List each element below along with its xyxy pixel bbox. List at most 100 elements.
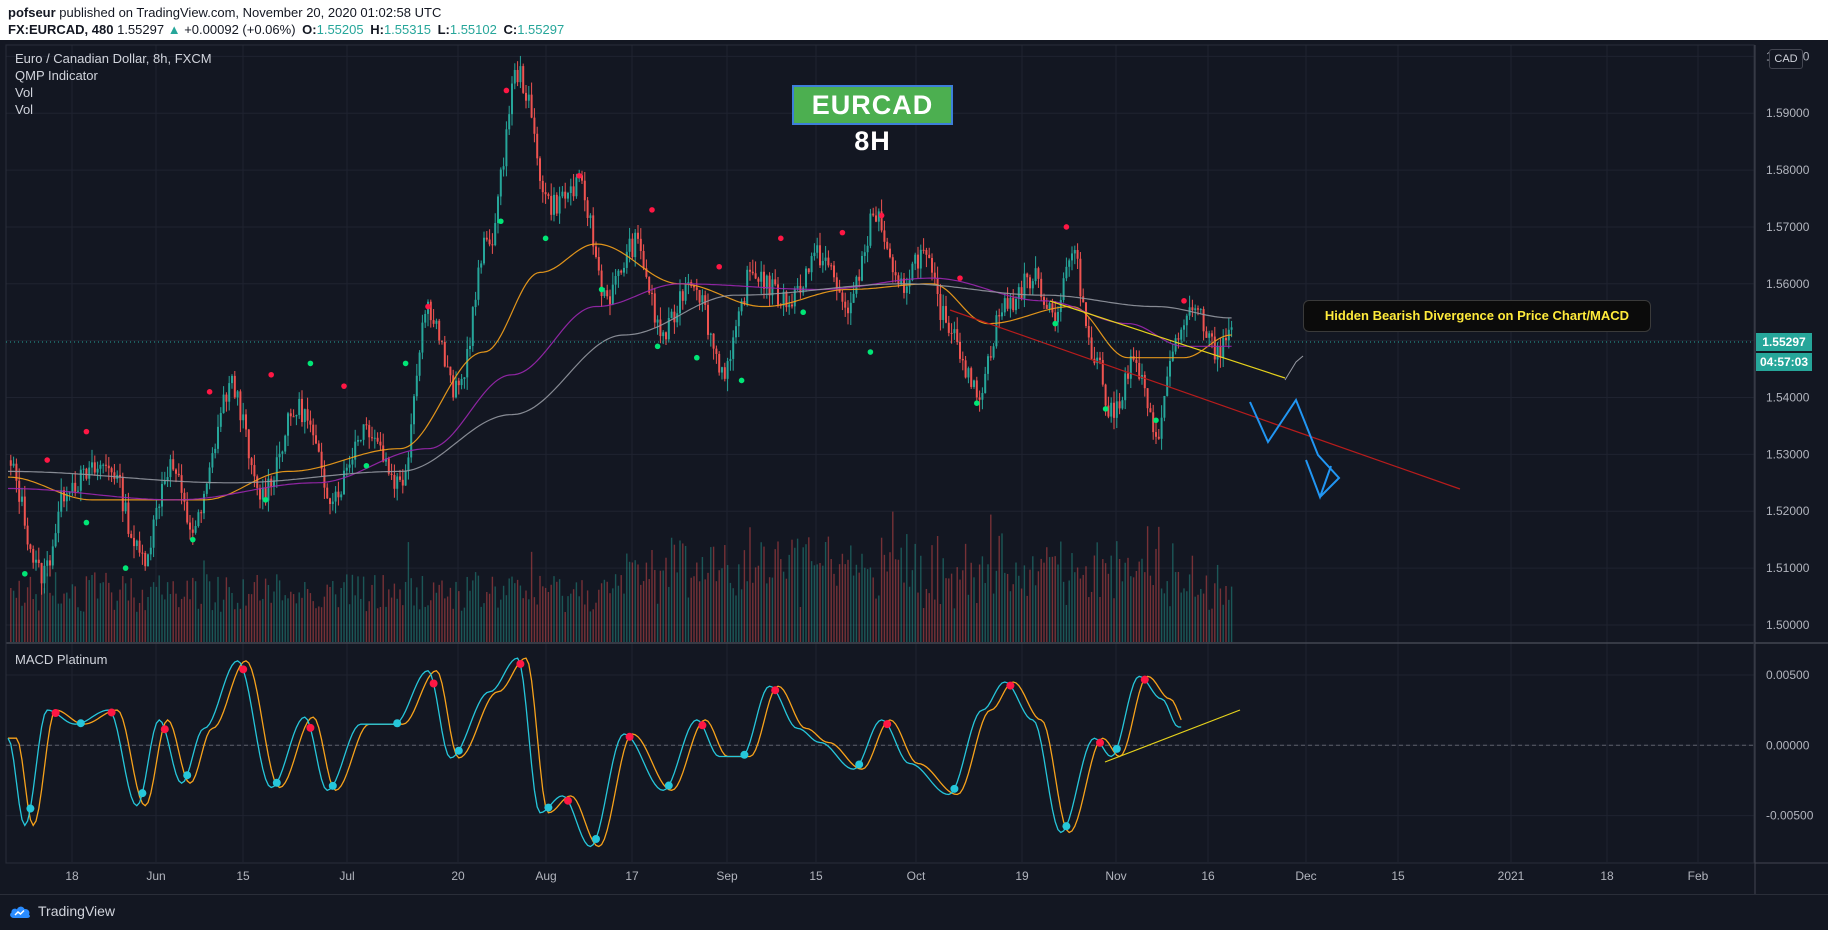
volume-bar [1068, 580, 1070, 642]
candle-body [1160, 417, 1163, 439]
candle-body [133, 537, 135, 547]
candle-body [544, 192, 547, 195]
volume-bar [1222, 604, 1224, 642]
volume-bar [564, 611, 566, 642]
legend-indicator-vol-2[interactable]: Vol [15, 102, 34, 117]
candle-body [687, 282, 690, 285]
candle-body [267, 478, 270, 501]
volume-bar [698, 581, 701, 642]
qmp-sell-dot [268, 371, 275, 378]
volume-bar [340, 587, 342, 642]
volume-bar [810, 561, 813, 642]
candle-body [519, 66, 522, 83]
volume-bar [220, 611, 222, 642]
currency-badge[interactable]: CAD [1769, 49, 1803, 69]
volume-bar [990, 514, 992, 642]
volume-bar [959, 579, 961, 642]
volume-bar [816, 564, 818, 642]
candle-body [1026, 273, 1029, 278]
volume-bar [726, 565, 729, 642]
divergence-annotation: Hidden Bearish Divergence on Price Chart… [1303, 300, 1651, 332]
candle-body [586, 200, 589, 218]
candle-body [1020, 287, 1023, 299]
candle-body [379, 441, 382, 446]
volume-bar [1163, 593, 1166, 642]
volume-bar [558, 579, 561, 642]
macd-bullish-cross-dot [26, 804, 35, 813]
volume-bar [105, 572, 107, 642]
candle-body [292, 416, 295, 418]
candle-body [609, 296, 611, 305]
legend-indicator-vol-1[interactable]: Vol [15, 85, 34, 100]
candle-body [1138, 362, 1141, 379]
qmp-buy-dot [738, 377, 745, 384]
candle-body [611, 284, 614, 305]
candle-body [905, 286, 908, 293]
volume-bar [273, 591, 275, 642]
candle-body [110, 468, 113, 473]
candle-body [1127, 373, 1129, 379]
volume-bar [54, 572, 57, 642]
chart-title-box: EURCAD 8H [792, 85, 953, 156]
candle-body [869, 213, 872, 246]
tradingview-logo[interactable]: TradingView [8, 903, 115, 919]
candle-body [774, 279, 777, 285]
volume-bar [52, 595, 54, 642]
candle-body [247, 429, 250, 459]
candle-body [1012, 297, 1015, 311]
candle-body [99, 464, 102, 469]
volume-bar [1043, 562, 1045, 642]
volume-bar [250, 594, 253, 642]
volume-bar [138, 602, 141, 642]
volume-bar [516, 579, 519, 642]
legend-indicator-qmp[interactable]: QMP Indicator [15, 68, 98, 83]
volume-bar [374, 575, 376, 642]
volume-bar [337, 607, 340, 642]
chart-canvas[interactable]: 1.600001.590001.580001.570001.560001.550… [0, 40, 1828, 894]
candle-body [306, 409, 309, 421]
volume-bar [1110, 555, 1112, 642]
moving-average-mid [8, 277, 1232, 501]
candle-body [681, 291, 684, 301]
volume-bar [239, 608, 242, 642]
time-tick-label: 18 [1600, 869, 1614, 883]
candle-body [847, 307, 849, 314]
volume-bar [292, 594, 295, 642]
candle-body [620, 270, 623, 273]
candle-body [569, 186, 572, 194]
annotation-pointer [1284, 355, 1304, 381]
author-name[interactable]: pofseur [8, 5, 56, 20]
legend-symbol[interactable]: Euro / Canadian Dollar, 8h, FXCM [15, 51, 212, 66]
qmp-sell-dot [649, 207, 655, 213]
volume-bar [66, 592, 68, 642]
candle-body [1124, 373, 1127, 401]
volume-bar [1015, 562, 1017, 642]
volume-bar [57, 603, 60, 642]
volume-bar [161, 594, 163, 642]
candle-body [222, 394, 225, 414]
chart-area[interactable]: 1.600001.590001.580001.570001.560001.550… [0, 40, 1828, 894]
published-text: published on TradingView.com, November 2… [59, 5, 442, 20]
volume-bar [752, 582, 754, 642]
volume-bar [830, 559, 832, 642]
candle-body [1180, 329, 1183, 340]
volume-bar [133, 597, 135, 642]
volume-bar [15, 597, 18, 642]
candle-body [659, 319, 662, 337]
volume-bars [10, 511, 1233, 642]
candle-body [673, 311, 676, 323]
candle-body [516, 69, 519, 83]
macd-signal-line [8, 657, 1182, 848]
candle-body [404, 470, 407, 486]
chart-legend: Euro / Canadian Dollar, 8h, FXCM QMP Ind… [15, 50, 212, 118]
qmp-buy-dot [1052, 320, 1058, 327]
candle-body [413, 396, 415, 425]
candle-body [763, 271, 765, 289]
candle-body [511, 83, 513, 115]
macd-pane-label[interactable]: MACD Platinum [15, 652, 108, 667]
candle-body [410, 424, 413, 458]
macd-bearish-cross-dot [51, 709, 60, 718]
volume-bar [802, 547, 804, 642]
candle-body [623, 267, 625, 273]
candle-body [1006, 298, 1009, 309]
